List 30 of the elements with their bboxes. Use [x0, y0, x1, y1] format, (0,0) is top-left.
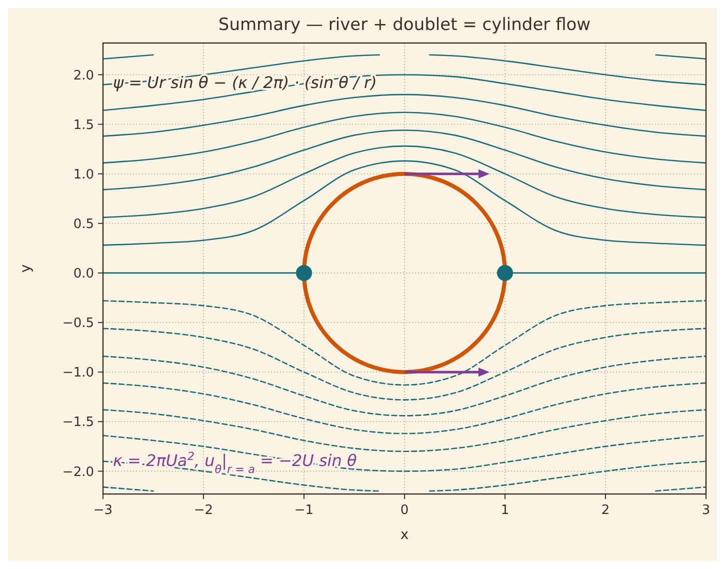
x-axis-title: x [400, 527, 409, 543]
y-axis-title: y [18, 264, 34, 273]
y-tick-label: 0.5 [73, 216, 94, 232]
y-tick-label: −2.0 [62, 464, 94, 480]
y-tick-label: −1.5 [62, 415, 94, 430]
line-series [103, 328, 706, 400]
x-tick-label: 1 [500, 503, 510, 518]
x-tick-label: −2 [194, 503, 214, 518]
line-series [103, 94, 706, 137]
line-series [103, 434, 706, 472]
x-tick-label: 2 [601, 503, 610, 518]
y-tick-label: −0.5 [62, 316, 94, 332]
y-tick-label: −1.0 [62, 366, 94, 381]
y-tick-label: 2.0 [73, 68, 94, 84]
y-tick-label: 1.5 [73, 118, 94, 133]
chart-title: Summary — river + doublet = cylinder flow [218, 15, 591, 35]
x-tick-label: −3 [93, 503, 113, 518]
line-series [103, 382, 706, 434]
x-tick-label: 3 [702, 503, 710, 518]
line-series [103, 130, 706, 190]
line-series [103, 160, 706, 246]
line-series [103, 112, 706, 164]
line-series [103, 409, 706, 452]
line-series [103, 300, 706, 386]
x-tick-label: 0 [400, 503, 409, 518]
y-tick-label: 0.0 [73, 266, 94, 282]
line-series [103, 356, 706, 416]
x-tick-label: −1 [294, 503, 314, 518]
y-tick-label: 1.0 [73, 167, 94, 182]
line-series [103, 145, 706, 218]
